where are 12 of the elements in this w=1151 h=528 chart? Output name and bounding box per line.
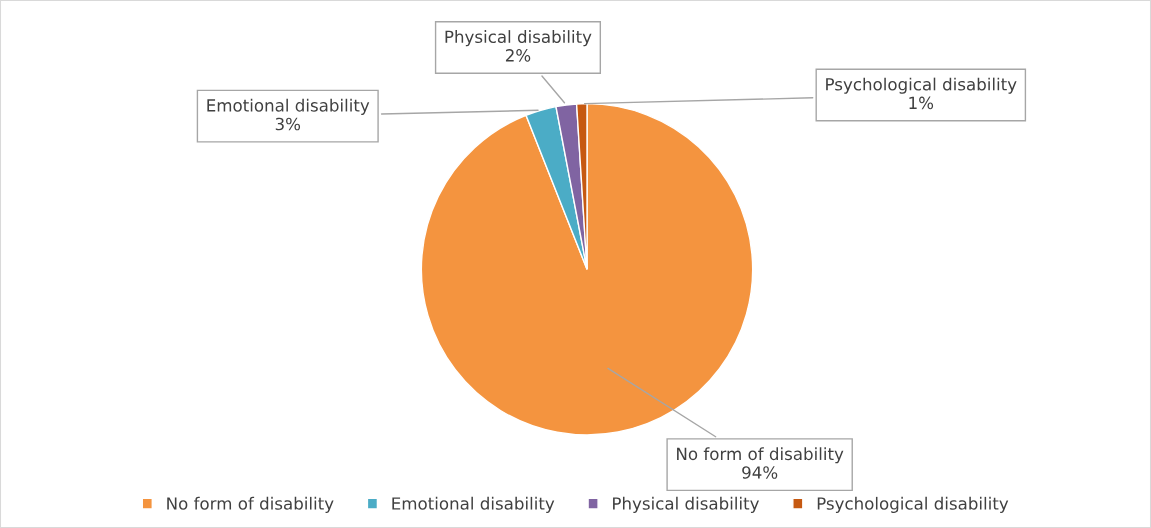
- slice-label: No form of disability: [677, 447, 844, 464]
- slice-label: Physical disability: [445, 30, 592, 47]
- data-label: 2%: [505, 49, 531, 62]
- legend-label: Physical disability: [613, 496, 759, 513]
- legend-label: No form of disability: [167, 496, 334, 513]
- data-label: 3%: [275, 117, 301, 131]
- data-label: 1%: [909, 96, 934, 110]
- legend-label: Emotional disability: [392, 496, 555, 513]
- slice-label: Emotional disability: [207, 98, 370, 115]
- legend-label: Psychological disability: [817, 496, 1009, 513]
- slice-label: Psychological disability: [826, 77, 1017, 94]
- data-label: 94%: [742, 466, 778, 479]
